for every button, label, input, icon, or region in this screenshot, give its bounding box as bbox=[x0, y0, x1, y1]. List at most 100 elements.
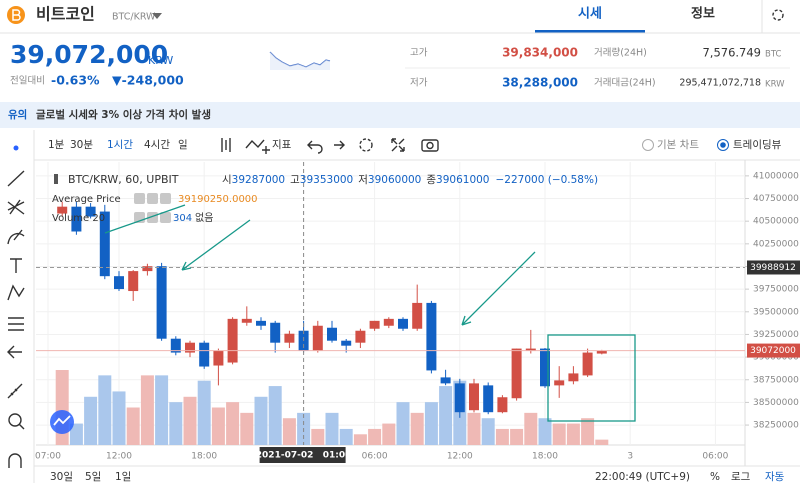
candle-body bbox=[284, 333, 295, 343]
volume-bar bbox=[467, 412, 481, 445]
candle-body bbox=[596, 350, 607, 354]
candle-body bbox=[57, 206, 68, 214]
volume-bar bbox=[581, 418, 595, 445]
legend-button[interactable] bbox=[147, 193, 158, 204]
indicator-button[interactable]: 지표 bbox=[272, 139, 292, 151]
radio[interactable] bbox=[717, 139, 729, 151]
legend-button[interactable] bbox=[160, 212, 171, 223]
legend-button[interactable] bbox=[160, 193, 171, 204]
clock: 22:00:49 (UTC+9) bbox=[595, 471, 690, 483]
coin-name: 비트코인 bbox=[36, 5, 95, 24]
volume-bar bbox=[98, 375, 112, 445]
volume-bar bbox=[396, 402, 410, 445]
volume-bar bbox=[382, 423, 396, 445]
fullscreen-icon[interactable] bbox=[391, 138, 405, 152]
tab-underline bbox=[535, 30, 645, 33]
volume-bar bbox=[552, 423, 566, 445]
candle-body bbox=[469, 383, 479, 411]
candle-body bbox=[227, 318, 238, 363]
candle-body bbox=[170, 338, 181, 353]
change-label: 전일대비 bbox=[10, 76, 45, 87]
legend-item: 종 bbox=[426, 174, 436, 186]
range-button[interactable]: 30일 bbox=[50, 470, 73, 483]
range-button[interactable]: 1일 bbox=[115, 470, 131, 483]
volume-bar bbox=[538, 418, 552, 445]
legend-item: 저 bbox=[358, 174, 368, 186]
chart-type[interactable]: 트레이딩뷰 bbox=[733, 139, 782, 151]
change-amount: ▼-248,000 bbox=[112, 73, 184, 88]
interval[interactable]: 4시간 bbox=[144, 139, 170, 151]
candle-body bbox=[497, 397, 508, 413]
candle-type-icon[interactable] bbox=[221, 138, 231, 152]
price-tag-label: 39072000 bbox=[750, 346, 796, 356]
price-tag-label: 39988912 bbox=[750, 263, 796, 273]
redo[interactable] bbox=[334, 140, 345, 150]
cursor-tool[interactable] bbox=[13, 145, 19, 151]
interval[interactable]: 일 bbox=[178, 138, 188, 151]
radio[interactable] bbox=[642, 139, 654, 151]
candle-body bbox=[369, 320, 380, 329]
tab[interactable]: 시세 bbox=[578, 7, 602, 22]
text-tool[interactable] bbox=[10, 258, 22, 273]
interval[interactable]: 1시간 bbox=[107, 139, 133, 151]
legend-item: 39287000 bbox=[232, 174, 285, 186]
settings-icon[interactable] bbox=[359, 138, 373, 152]
brush-tool[interactable] bbox=[7, 229, 25, 245]
line-tool[interactable] bbox=[7, 170, 25, 187]
legend-item: 39060000 bbox=[368, 174, 421, 186]
candle-body bbox=[440, 377, 451, 384]
candle-body bbox=[256, 320, 266, 326]
candle-body bbox=[213, 350, 224, 366]
drawn-arrow bbox=[461, 251, 536, 326]
price-tag bbox=[747, 343, 800, 358]
candle-body bbox=[85, 206, 96, 217]
volume-bar bbox=[439, 386, 453, 445]
value-unit: KRW bbox=[765, 80, 785, 90]
ruler-tool[interactable] bbox=[7, 383, 23, 399]
notice-bar bbox=[0, 102, 800, 128]
interval[interactable]: 1분 bbox=[48, 139, 65, 151]
volume-bar bbox=[169, 402, 183, 445]
camera-icon[interactable] bbox=[421, 139, 439, 152]
fib-tool[interactable] bbox=[7, 199, 25, 215]
dropdown[interactable] bbox=[152, 13, 162, 19]
change-rate: -0.63% bbox=[51, 73, 100, 88]
range-button[interactable]: 5일 bbox=[85, 470, 101, 483]
pattern-tool[interactable] bbox=[7, 284, 25, 301]
settings-icon[interactable] bbox=[772, 9, 784, 21]
volume-bar bbox=[211, 407, 225, 445]
candle-body bbox=[312, 325, 323, 351]
y-tick-label: 39750000 bbox=[753, 285, 799, 295]
zoom-tool[interactable] bbox=[8, 413, 22, 427]
x-tick-label: 07:00 bbox=[35, 452, 61, 462]
volume-bar bbox=[112, 391, 126, 445]
drawn-arrow bbox=[181, 219, 251, 271]
candle-body bbox=[511, 348, 522, 399]
average-price-label: Average Price bbox=[52, 194, 121, 205]
scale-button[interactable]: % bbox=[710, 471, 720, 483]
candle-body bbox=[582, 352, 593, 376]
scale-button[interactable]: 자동 bbox=[765, 471, 785, 483]
magnet-tool[interactable] bbox=[8, 453, 22, 468]
volume-bar bbox=[353, 434, 367, 445]
volume-bar bbox=[566, 423, 580, 445]
indicator-icon[interactable] bbox=[245, 139, 270, 154]
current-price: 39,072,000 bbox=[10, 40, 168, 69]
trade-value: 295,471,072,718 bbox=[679, 78, 761, 89]
candle-body bbox=[483, 385, 494, 413]
undo[interactable] bbox=[307, 140, 323, 154]
volume-bar bbox=[140, 375, 154, 445]
legend-icon bbox=[54, 174, 58, 184]
tab[interactable]: 정보 bbox=[691, 6, 715, 22]
volume-value: 7,576.749 bbox=[702, 46, 761, 60]
scale-button[interactable]: 로그 bbox=[731, 471, 751, 483]
legend-button[interactable] bbox=[134, 193, 145, 204]
back-tool[interactable] bbox=[7, 345, 22, 359]
volume-bar bbox=[183, 396, 197, 445]
chart-type[interactable]: 기본 차트 bbox=[657, 139, 699, 151]
ohlc-legend: 시39287000 고39353000 저39060000 종39061000 −227… bbox=[222, 174, 598, 186]
measure-tool[interactable] bbox=[8, 317, 24, 331]
interval[interactable]: 30분 bbox=[70, 139, 93, 151]
y-tick-label: 40500000 bbox=[753, 217, 799, 227]
